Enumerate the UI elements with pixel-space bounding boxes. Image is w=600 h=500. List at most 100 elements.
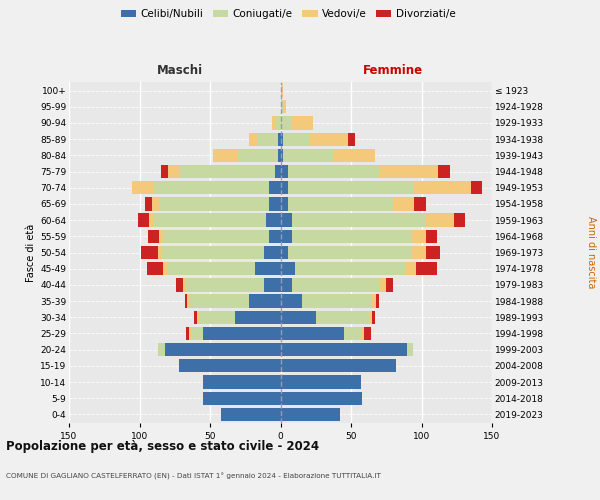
Bar bbox=[316, 310, 370, 324]
Bar bbox=[281, 100, 283, 114]
Bar bbox=[281, 116, 292, 130]
Bar bbox=[281, 278, 292, 291]
Bar bbox=[257, 132, 278, 146]
Bar bbox=[281, 359, 396, 372]
Bar bbox=[281, 84, 283, 97]
Bar bbox=[292, 116, 313, 130]
Bar bbox=[276, 116, 281, 130]
Bar bbox=[426, 246, 440, 259]
Bar bbox=[138, 214, 149, 227]
Bar bbox=[269, 230, 281, 243]
Bar bbox=[187, 294, 190, 308]
Bar bbox=[163, 262, 168, 276]
Bar bbox=[415, 198, 426, 210]
Bar bbox=[145, 198, 152, 210]
Text: Popolazione per età, sesso e stato civile - 2024: Popolazione per età, sesso e stato civil… bbox=[6, 440, 319, 453]
Bar bbox=[183, 278, 186, 291]
Legend: Celibi/Nubili, Coniugati/e, Vedovi/e, Divorziati/e: Celibi/Nubili, Coniugati/e, Vedovi/e, Di… bbox=[116, 5, 460, 24]
Bar bbox=[348, 132, 355, 146]
Bar bbox=[292, 278, 379, 291]
Bar bbox=[186, 278, 263, 291]
Bar bbox=[189, 327, 191, 340]
Bar bbox=[281, 165, 287, 178]
Bar bbox=[372, 294, 376, 308]
Bar bbox=[154, 181, 269, 194]
Bar bbox=[159, 230, 163, 243]
Bar bbox=[133, 181, 154, 194]
Bar bbox=[281, 246, 287, 259]
Bar bbox=[281, 181, 287, 194]
Bar bbox=[412, 230, 426, 243]
Bar bbox=[454, 214, 465, 227]
Bar bbox=[255, 262, 281, 276]
Bar bbox=[281, 230, 292, 243]
Bar bbox=[250, 132, 257, 146]
Bar bbox=[283, 132, 309, 146]
Bar bbox=[281, 132, 283, 146]
Bar bbox=[146, 262, 163, 276]
Bar bbox=[376, 294, 379, 308]
Bar bbox=[281, 214, 292, 227]
Bar bbox=[275, 165, 281, 178]
Bar bbox=[162, 246, 263, 259]
Bar bbox=[281, 392, 362, 405]
Bar bbox=[272, 116, 276, 130]
Bar bbox=[379, 165, 439, 178]
Bar bbox=[295, 262, 404, 276]
Bar bbox=[439, 165, 450, 178]
Bar bbox=[412, 246, 426, 259]
Bar bbox=[287, 165, 379, 178]
Bar bbox=[364, 327, 371, 340]
Bar bbox=[185, 294, 187, 308]
Bar bbox=[278, 148, 281, 162]
Bar bbox=[386, 278, 394, 291]
Bar bbox=[191, 327, 203, 340]
Bar bbox=[372, 310, 375, 324]
Bar bbox=[287, 246, 412, 259]
Bar bbox=[194, 310, 197, 324]
Bar bbox=[379, 278, 386, 291]
Text: COMUNE DI GAGLIANO CASTELFERRATO (EN) - Dati ISTAT 1° gennaio 2024 - Elaborazion: COMUNE DI GAGLIANO CASTELFERRATO (EN) - … bbox=[6, 472, 381, 480]
Bar bbox=[165, 343, 281, 356]
Bar bbox=[283, 148, 332, 162]
Text: Femmine: Femmine bbox=[363, 64, 423, 78]
Bar bbox=[159, 198, 269, 210]
Bar bbox=[292, 214, 426, 227]
Text: Anni di nascita: Anni di nascita bbox=[586, 216, 596, 288]
Bar bbox=[266, 214, 281, 227]
Bar bbox=[158, 343, 165, 356]
Y-axis label: Fasce di età: Fasce di età bbox=[26, 224, 36, 282]
Bar bbox=[281, 408, 340, 421]
Bar bbox=[168, 165, 179, 178]
Bar bbox=[163, 230, 269, 243]
Bar bbox=[200, 310, 235, 324]
Bar bbox=[250, 294, 281, 308]
Bar bbox=[190, 294, 250, 308]
Bar bbox=[415, 181, 471, 194]
Bar bbox=[309, 132, 348, 146]
Bar bbox=[179, 165, 275, 178]
Bar bbox=[281, 343, 407, 356]
Bar bbox=[281, 310, 316, 324]
Bar bbox=[141, 246, 158, 259]
Bar bbox=[158, 246, 162, 259]
Bar bbox=[213, 148, 238, 162]
Bar bbox=[154, 214, 266, 227]
Bar bbox=[407, 343, 413, 356]
Bar bbox=[426, 214, 454, 227]
Bar bbox=[197, 310, 200, 324]
Bar bbox=[263, 246, 281, 259]
Bar bbox=[332, 148, 375, 162]
Bar bbox=[283, 100, 286, 114]
Bar bbox=[370, 310, 372, 324]
Bar bbox=[152, 198, 159, 210]
Bar bbox=[148, 230, 159, 243]
Bar bbox=[287, 181, 415, 194]
Bar bbox=[416, 262, 437, 276]
Bar bbox=[203, 392, 281, 405]
Bar bbox=[281, 198, 287, 210]
Bar bbox=[281, 376, 361, 388]
Bar bbox=[203, 376, 281, 388]
Bar bbox=[344, 327, 361, 340]
Bar bbox=[287, 198, 394, 210]
